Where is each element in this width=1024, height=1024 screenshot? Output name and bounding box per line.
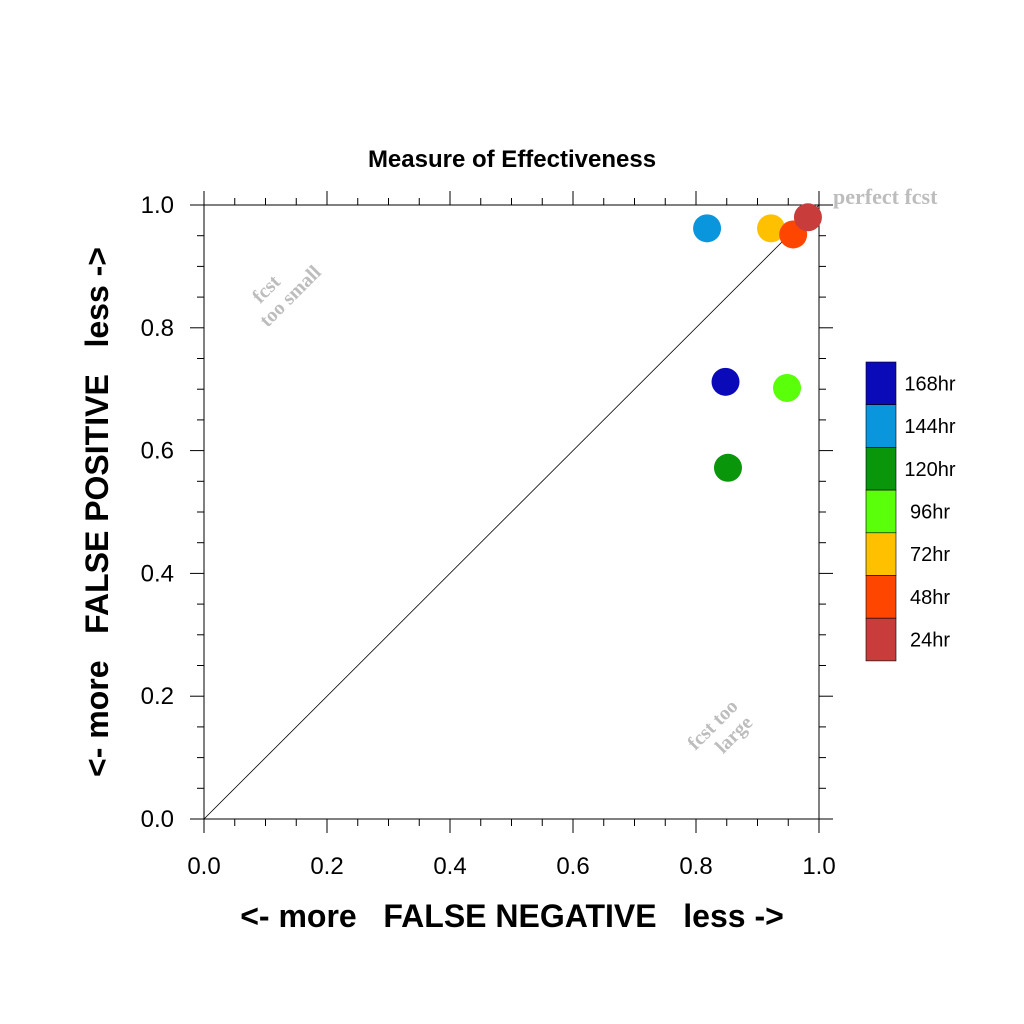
legend-swatch-96hr [865,489,897,534]
data-point-96hr [773,373,802,402]
x-tick-label: 1.0 [802,853,835,880]
legend-swatch-144hr [865,404,897,448]
tick-marks [190,191,833,833]
legend-swatch-72hr [865,532,897,576]
annotation-too-large: fcst too large [683,695,757,758]
y-tick-label: 0.6 [141,438,174,465]
annotation-perfect-fcst: perfect fcst [833,184,938,209]
x-axis-label: <- more FALSE NEGATIVE less -> [240,898,784,934]
legend-label-168hr: 168hr [904,373,955,395]
diagonal-reference-line [203,204,820,820]
y-tick-labels: 0.0 0.2 0.4 0.6 0.8 1.0 [141,192,174,833]
y-tick-label: 0.0 [141,806,174,833]
legend-swatch-168hr [865,361,897,406]
data-point-120hr [713,453,742,482]
data-point-72hr [757,214,786,243]
y-tick-label: 0.2 [141,683,174,710]
legend: 168hr 144hr 120hr 96hr 72hr 48hr 24hr [865,361,956,662]
legend-label-24hr: 24hr [910,630,950,652]
chart-title: Measure of Effectiveness [368,146,656,173]
legend-label-48hr: 48hr [910,587,950,609]
annotation-too-small: fcst too small [248,261,326,331]
y-tick-label: 0.8 [141,315,174,342]
x-tick-label: 0.4 [433,853,466,880]
legend-label-144hr: 144hr [904,416,955,438]
data-points [693,203,822,482]
data-point-144hr [693,214,722,243]
data-point-168hr [711,367,740,396]
y-axis-label: <- more FALSE POSITIVE less -> [79,247,115,777]
legend-label-96hr: 96hr [910,501,950,523]
x-tick-labels: 0.0 0.2 0.4 0.6 0.8 1.0 [187,853,835,880]
legend-swatch-120hr [865,447,897,491]
data-point-24hr [793,203,822,232]
legend-swatch-48hr [865,575,897,619]
x-tick-label: 0.0 [187,853,220,880]
x-tick-label: 0.2 [310,853,343,880]
y-tick-label: 1.0 [141,192,174,219]
legend-swatch-24hr [865,617,897,662]
legend-label-120hr: 120hr [904,459,955,481]
x-tick-label: 0.6 [556,853,589,880]
legend-label-72hr: 72hr [910,544,950,566]
x-tick-label: 0.8 [679,853,712,880]
y-tick-label: 0.4 [141,560,174,587]
